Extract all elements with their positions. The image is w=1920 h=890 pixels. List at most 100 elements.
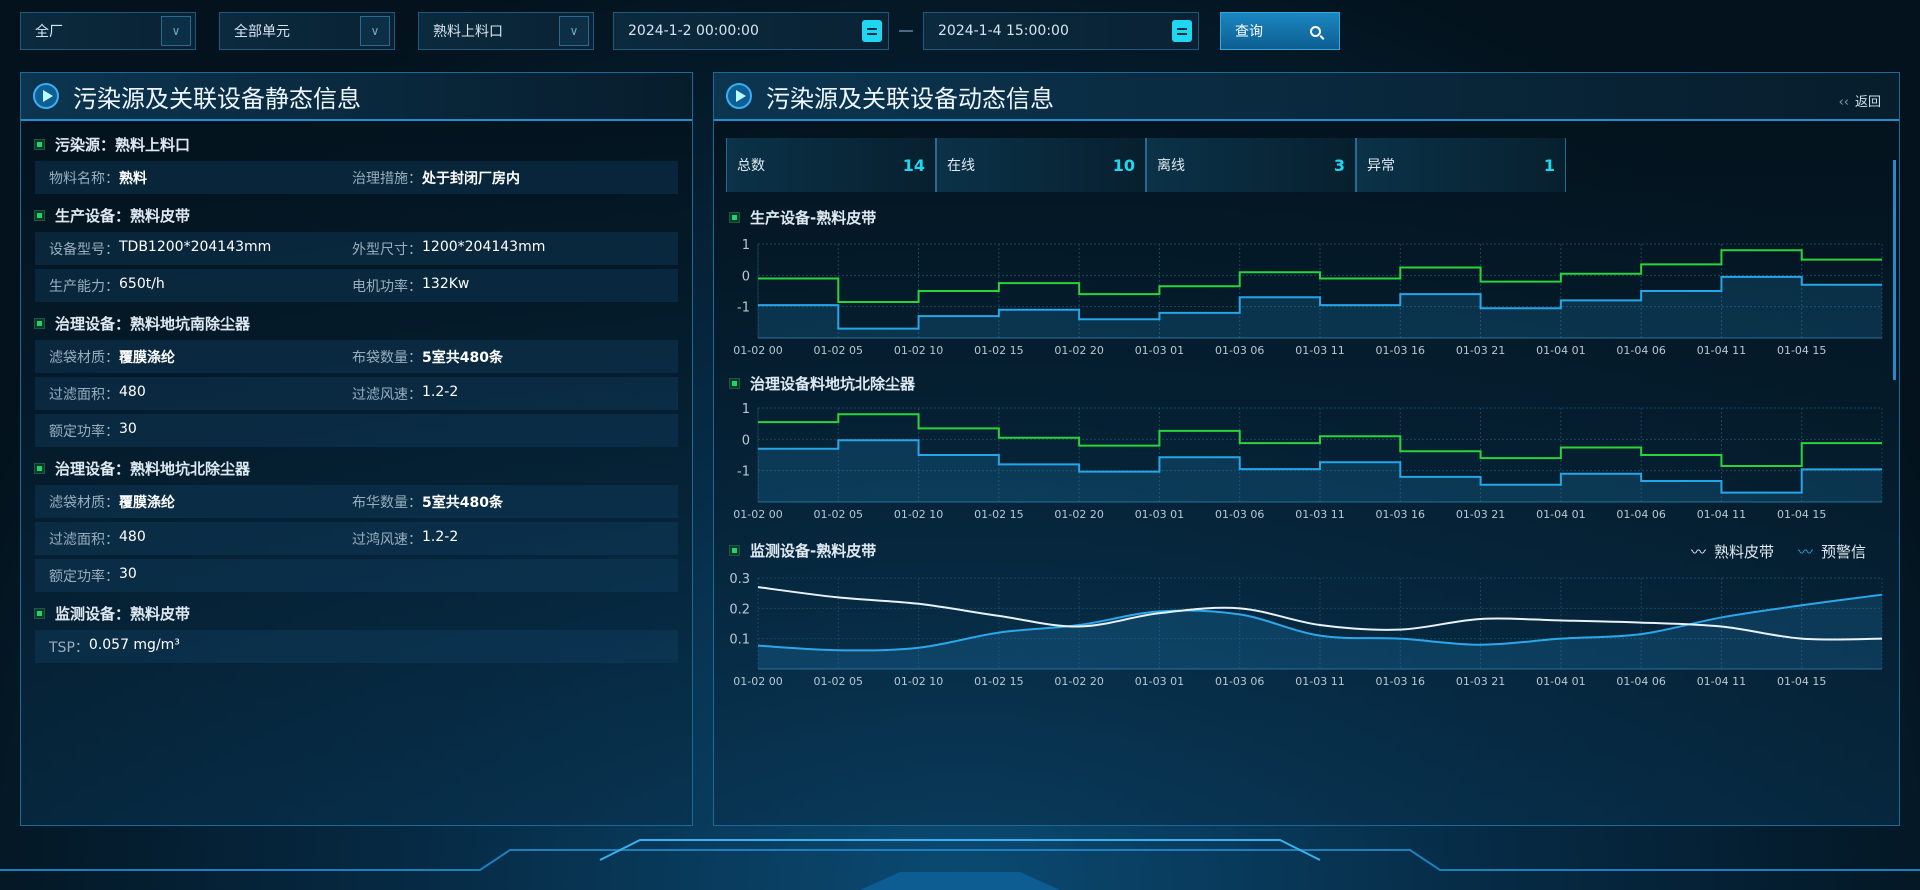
field-value: 1200*204143mm <box>422 238 546 255</box>
bullet-icon <box>34 138 45 150</box>
info-field: 电机功率： 132Kw <box>338 276 641 296</box>
stat-label: 异常 <box>1367 158 1395 174</box>
legend-item[interactable]: 〰预警信 <box>1798 541 1866 562</box>
field-label: 外型尺寸： <box>352 241 422 258</box>
info-field: 布华数量： 5室共480条 <box>338 492 641 512</box>
info-field: 过滤面积： 480 <box>35 384 338 404</box>
section-title: 治理设备：熟料地坑北除尘器 <box>55 459 251 478</box>
field-value: 1.2-2 <box>422 528 459 545</box>
field-value: 5室共480条 <box>422 494 503 511</box>
info-field: 治理措施： 处于封闭厂房内 <box>338 168 641 188</box>
panel-header: 污染源及关联设备静态信息 <box>21 73 692 121</box>
field-label: 额定功率： <box>49 568 119 585</box>
field-value: 30 <box>119 565 137 582</box>
bullet-icon <box>34 317 45 329</box>
chart-title-text: 治理设备料地坑北除尘器 <box>750 375 916 393</box>
info-field: 过滤风速： 1.2-2 <box>338 384 641 404</box>
info-row: TSP： 0.057 mg/m³ <box>35 630 678 663</box>
field-value: 30 <box>119 420 137 437</box>
field-label: 过滤风速： <box>352 386 422 403</box>
section-header: 污染源：熟料上料口 <box>21 127 692 161</box>
date-separator <box>899 30 913 32</box>
stat-label: 总数 <box>737 158 765 174</box>
query-button[interactable]: 查询 <box>1220 12 1340 50</box>
stat-card: 离线 3 <box>1146 138 1356 192</box>
bullet-icon <box>729 212 740 223</box>
bullet-icon <box>729 378 740 389</box>
section-title: 治理设备：熟料地坑南除尘器 <box>55 314 251 333</box>
info-row: 滤袋材质： 覆膜涤纶 布袋数量： 5室共480条 <box>35 340 678 373</box>
info-row: 额定功率： 30 <box>35 414 678 447</box>
stat-value: 1 <box>1543 155 1555 175</box>
field-value: 覆膜涤纶 <box>119 494 175 511</box>
legend-item[interactable]: 〰熟料皮带 <box>1691 541 1774 562</box>
start-date-input[interactable]: 2024-1-2 00:00:00 <box>613 12 889 50</box>
field-value: 覆膜涤纶 <box>119 349 175 366</box>
field-label: 物料名称： <box>49 170 119 187</box>
bullet-icon <box>34 607 45 619</box>
legend-label: 预警信 <box>1820 543 1866 561</box>
section-title: 生产设备：熟料皮带 <box>55 206 191 225</box>
back-button[interactable]: ‹‹ 返回 <box>1839 91 1881 110</box>
section-title: 监测设备：熟料皮带 <box>55 604 191 623</box>
field-label: 布袋数量： <box>352 349 422 366</box>
info-field: 设备型号： TDB1200*204143mm <box>35 239 338 259</box>
info-field: 额定功率： 30 <box>35 566 338 586</box>
stat-card: 总数 14 <box>726 138 936 192</box>
factory-value: 全厂 <box>35 24 63 40</box>
info-field: 生产能力： 650t/h <box>35 276 338 296</box>
back-label: 返回 <box>1854 95 1881 110</box>
end-date-input[interactable]: 2024-1-4 15:00:00 <box>923 12 1199 50</box>
field-label: 电机功率： <box>352 278 422 295</box>
section-title: 污染源：熟料上料口 <box>55 135 191 154</box>
info-field: 过鸿风速： 1.2-2 <box>338 529 641 549</box>
panel-title: 污染源及关联设备静态信息 <box>73 84 361 113</box>
info-row: 生产能力： 650t/h 电机功率： 132Kw <box>35 269 678 302</box>
field-label: 滤袋材质： <box>49 349 119 366</box>
unit-select[interactable]: 全部单元 ∨ <box>219 12 395 50</box>
info-field: TSP： 0.057 mg/m³ <box>35 637 338 657</box>
info-field: 滤袋材质： 覆膜涤纶 <box>35 492 338 512</box>
chart-title-text: 监测设备-熟料皮带 <box>750 542 877 560</box>
chart-title-2: 治理设备料地坑北除尘器 <box>729 373 916 394</box>
wave-icon: 〰 <box>1690 543 1706 561</box>
chart-title-1: 生产设备-熟料皮带 <box>729 207 877 228</box>
field-label: 生产能力： <box>49 278 119 295</box>
field-value: 1.2-2 <box>422 383 459 400</box>
chevron-down-icon[interactable]: ∨ <box>559 16 589 46</box>
stat-value: 14 <box>902 155 925 175</box>
static-info-list: 污染源：熟料上料口物料名称： 熟料 治理措施： 处于封闭厂房内生产设备：熟料皮带设备型… <box>21 121 692 663</box>
calendar-icon[interactable] <box>862 20 882 42</box>
field-value: 650t/h <box>119 275 165 292</box>
chart-title-3: 监测设备-熟料皮带 <box>729 540 877 561</box>
field-label: 过滤面积： <box>49 386 119 403</box>
info-row: 过滤面积： 480 过鸿风速： 1.2-2 <box>35 522 678 555</box>
factory-select[interactable]: 全厂 ∨ <box>20 12 196 50</box>
field-value: 熟料 <box>119 170 147 187</box>
panel-header: 污染源及关联设备动态信息 <box>714 73 1899 121</box>
chevron-down-icon[interactable]: ∨ <box>360 16 390 46</box>
field-label: 过鸿风速： <box>352 531 422 548</box>
play-icon <box>726 83 752 109</box>
section-header: 治理设备：熟料地坑北除尘器 <box>21 451 692 485</box>
stat-label: 离线 <box>1157 158 1185 174</box>
query-label: 查询 <box>1235 24 1263 40</box>
info-row: 额定功率： 30 <box>35 559 678 592</box>
source-select[interactable]: 熟料上料口 ∨ <box>418 12 594 50</box>
info-row: 物料名称： 熟料 治理措施： 处于封闭厂房内 <box>35 161 678 194</box>
field-label: 治理措施： <box>352 170 422 187</box>
scrollbar[interactable] <box>1893 160 1896 380</box>
chart-title-text: 生产设备-熟料皮带 <box>750 209 877 227</box>
play-icon <box>33 83 59 109</box>
info-row: 过滤面积： 480 过滤风速： 1.2-2 <box>35 377 678 410</box>
info-field: 过滤面积： 480 <box>35 529 338 549</box>
field-value: 480 <box>119 383 146 400</box>
chevron-down-icon[interactable]: ∨ <box>161 16 191 46</box>
field-label: 额定功率： <box>49 423 119 440</box>
info-field: 布袋数量： 5室共480条 <box>338 347 641 367</box>
field-label: 滤袋材质： <box>49 494 119 511</box>
static-info-panel: 污染源及关联设备静态信息 污染源：熟料上料口物料名称： 熟料 治理措施： 处于封闭厂房… <box>20 72 693 826</box>
calendar-icon[interactable] <box>1172 20 1192 42</box>
field-label: 布华数量： <box>352 494 422 511</box>
stat-card: 异常 1 <box>1356 138 1566 192</box>
